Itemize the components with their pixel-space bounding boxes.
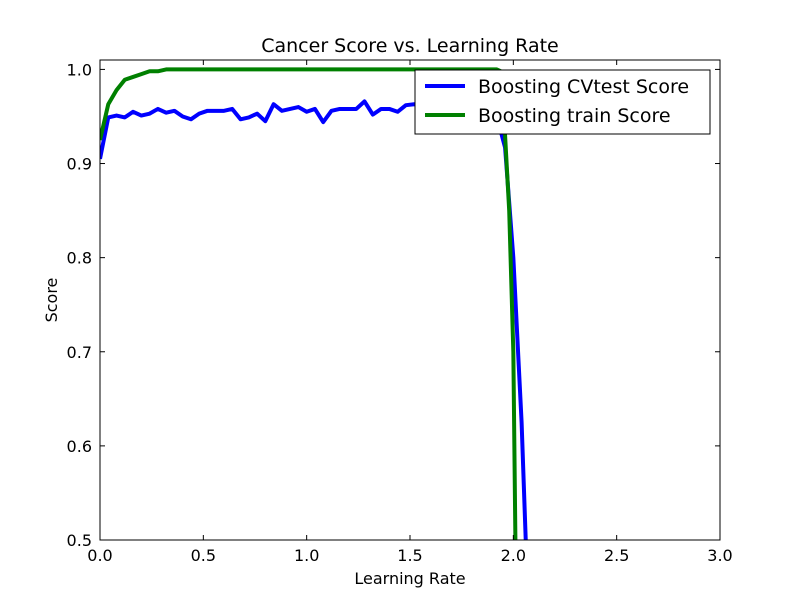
y-tick-label: 0.5 (67, 531, 92, 550)
x-tick-label: 3.0 (707, 546, 732, 565)
x-tick-label: 1.5 (397, 546, 422, 565)
y-tick-label: 0.7 (67, 343, 92, 362)
y-tick-label: 1.0 (67, 60, 92, 79)
legend-label-train: Boosting train Score (478, 105, 671, 127)
x-tick-label: 2.5 (604, 546, 629, 565)
y-tick-label: 0.6 (67, 437, 92, 456)
tick-layer: 0.0 0.5 1.0 1.5 2.0 2.5 3.00.50.60.70.80.91.0 (67, 60, 733, 565)
legend: Boosting CVtest Score Boosting train Sco… (414, 69, 711, 135)
x-tick-label: 0.5 (191, 546, 216, 565)
x-tick-label: 1.0 (294, 546, 319, 565)
x-tick-label: 0.0 (87, 546, 112, 565)
y-tick-label: 0.8 (67, 249, 92, 268)
y-tick-label: 0.9 (67, 155, 92, 174)
legend-box (414, 69, 711, 135)
chart-title: Cancer Score vs. Learning Rate (261, 35, 559, 57)
x-axis-label: Learning Rate (354, 569, 465, 588)
y-axis-label: Score (42, 278, 61, 323)
x-tick-label: 2.0 (501, 546, 526, 565)
legend-label-cvtest: Boosting CVtest Score (478, 76, 689, 98)
